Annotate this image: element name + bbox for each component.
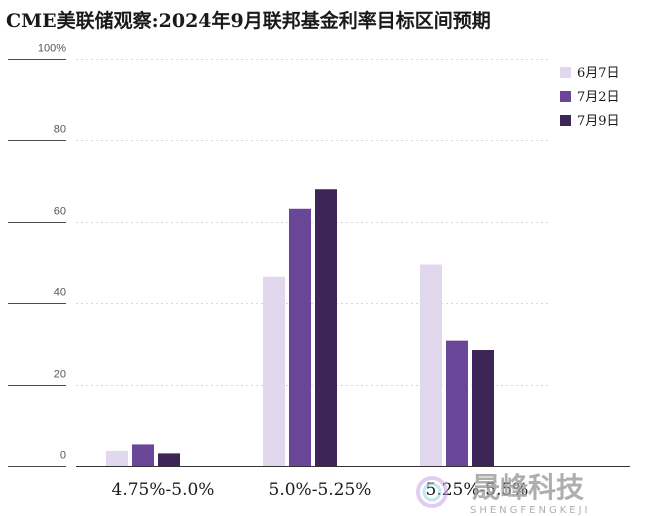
watermark-text-en: SHENGFENGKEJI	[470, 505, 591, 516]
chart-title: CME美联储观察:2024年9月联邦基金利率目标区间预期	[6, 10, 491, 32]
bar	[315, 189, 337, 467]
y-tick-label: 20	[54, 369, 66, 381]
x-category-label: 5.0%-5.25%	[269, 480, 372, 500]
y-axis-ticks: 0 20 40 60 80 100%	[8, 43, 66, 467]
legend-label: 7月9日	[577, 114, 620, 129]
watermark-logo-icon	[416, 476, 448, 508]
watermark: 晟峰科技 SHENGFENGKEJI	[416, 471, 591, 516]
bar	[446, 340, 468, 466]
legend-label: 6月7日	[577, 66, 620, 81]
bar	[289, 208, 311, 466]
y-tick-label: 60	[54, 206, 66, 218]
legend-swatch	[560, 67, 571, 78]
bar	[158, 453, 180, 466]
bar	[132, 444, 154, 466]
x-axis-categories: 4.75%-5.0% 5.0%-5.25% 5.25%-5.5%	[112, 480, 529, 500]
x-category-label: 5.25%-5.5%	[426, 480, 529, 500]
legend-swatch	[560, 115, 571, 126]
bar	[472, 350, 494, 466]
y-tick-label: 40	[54, 287, 66, 299]
watermark-logo-inner-icon	[422, 482, 442, 502]
x-category-label: 4.75%-5.0%	[112, 480, 215, 500]
bars	[106, 189, 494, 467]
y-tick-label: 0	[60, 450, 66, 462]
legend: 6月7日 7月2日 7月9日	[560, 66, 620, 129]
watermark-text-cn: 晟峰科技	[472, 471, 584, 504]
bar	[106, 450, 128, 466]
bar	[420, 264, 442, 466]
legend-label: 7月2日	[577, 90, 620, 105]
bar	[263, 276, 285, 466]
legend-swatch	[560, 91, 571, 102]
y-tick-label: 100%	[38, 43, 66, 55]
gridlines	[76, 59, 548, 386]
y-tick-label: 80	[54, 124, 66, 136]
